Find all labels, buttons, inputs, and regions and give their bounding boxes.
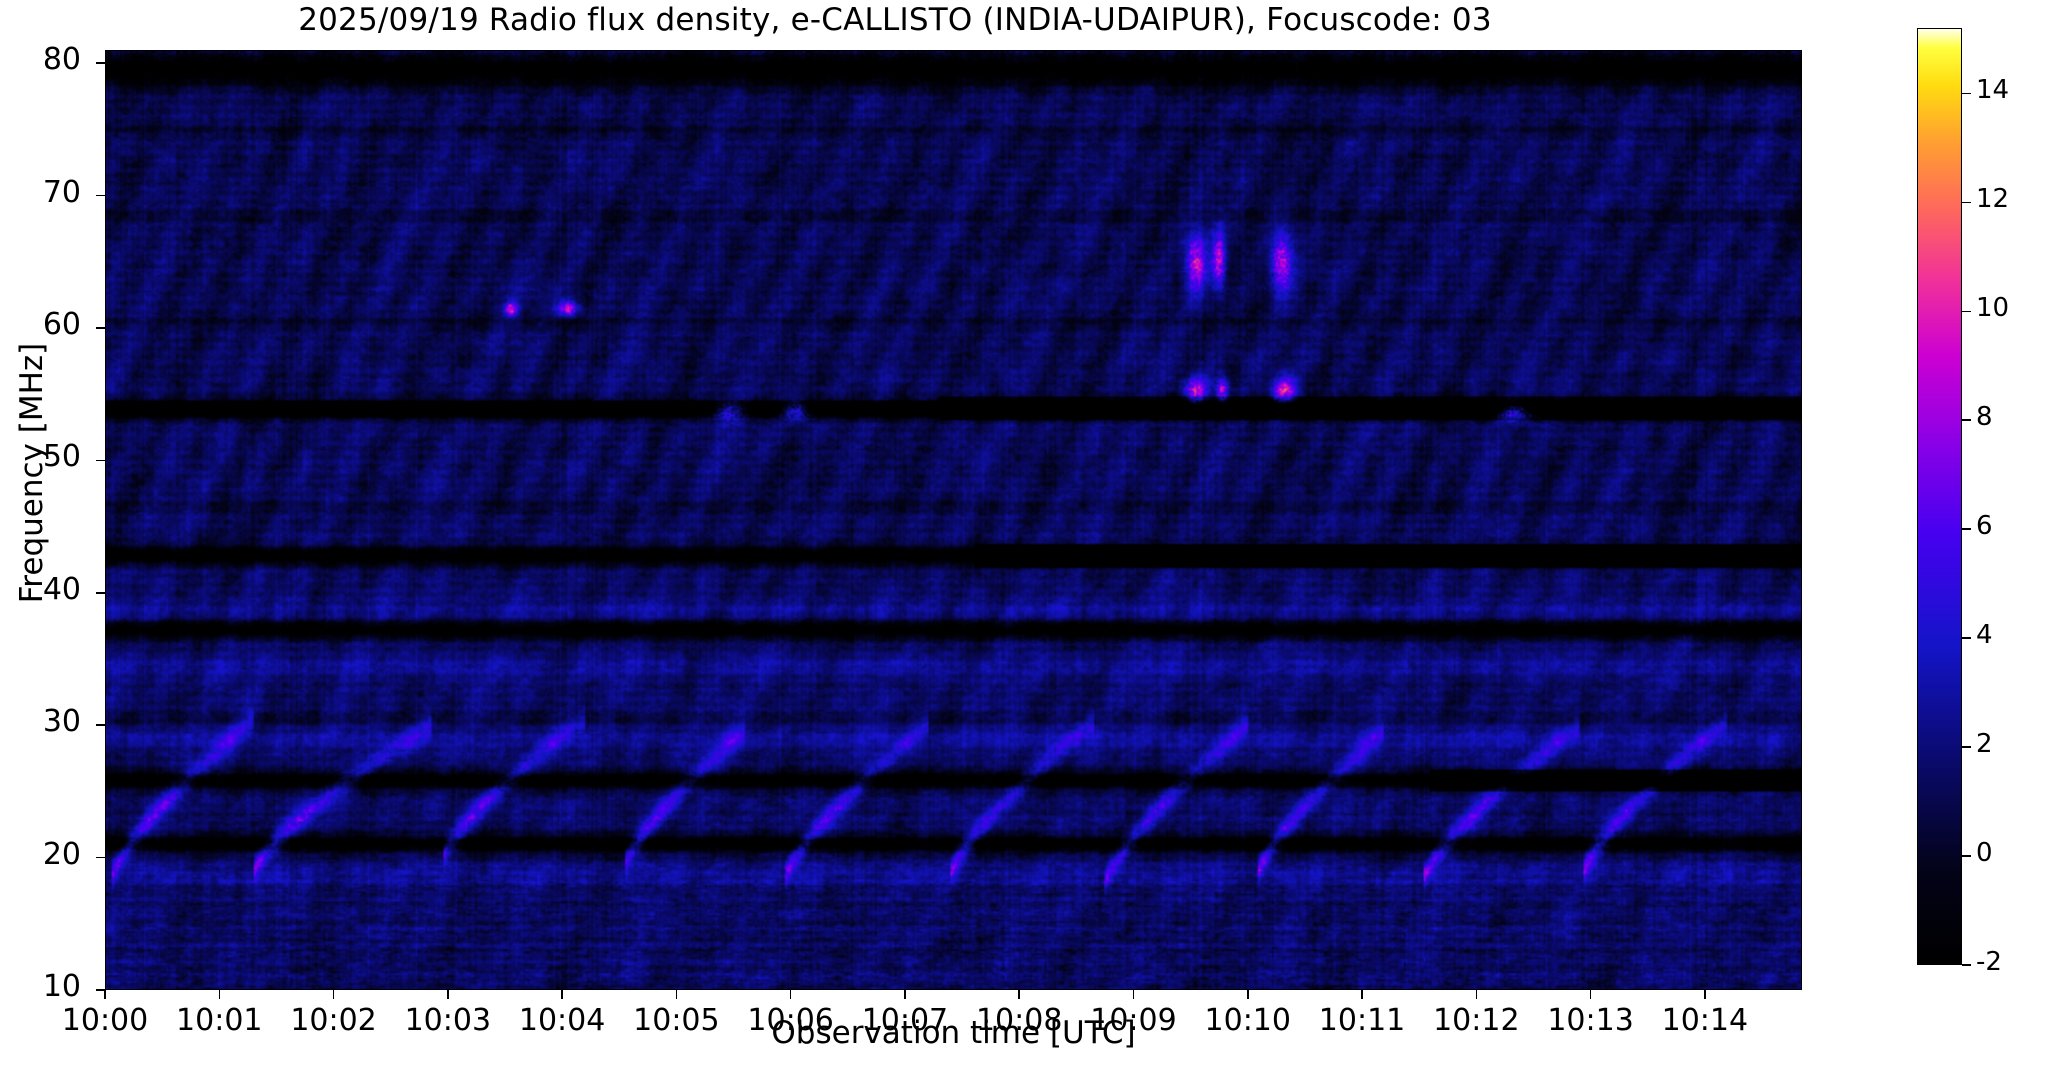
x-tick-label: 10:02 xyxy=(290,1003,377,1038)
colorbar-tick-label: 10 xyxy=(1976,293,2010,324)
page-title: 2025/09/19 Radio flux density, e-CALLIST… xyxy=(298,2,1492,38)
x-tick-mark xyxy=(218,990,221,999)
x-tick-mark xyxy=(561,990,563,999)
colorbar-tick-mark xyxy=(1962,964,1971,966)
spectrogram-plot-area xyxy=(105,50,1802,990)
x-tick-label: 10:09 xyxy=(1090,1003,1177,1038)
x-tick-mark xyxy=(447,990,449,999)
y-tick-mark xyxy=(96,459,105,462)
x-tick-label: 10:00 xyxy=(61,1003,149,1038)
x-tick-mark xyxy=(789,990,792,999)
y-axis-label: Frequency [MHz] xyxy=(14,342,50,604)
x-tick-mark xyxy=(104,990,106,999)
x-tick-mark xyxy=(1704,990,1706,999)
y-tick-label: 80 xyxy=(42,42,81,78)
y-tick-mark xyxy=(96,327,105,329)
y-tick-label: 70 xyxy=(42,174,81,210)
x-tick-mark xyxy=(1475,990,1478,999)
y-tick-label: 50 xyxy=(42,439,81,475)
y-tick-label: 10 xyxy=(42,969,81,1004)
x-tick-label: 10:01 xyxy=(176,1003,263,1038)
x-tick-mark xyxy=(1361,990,1363,999)
spectrogram-image xyxy=(106,51,1801,989)
y-tick-mark xyxy=(96,856,105,859)
colorbar-tick-label: 2 xyxy=(1976,729,1993,760)
x-tick-mark xyxy=(1589,990,1592,999)
x-tick-mark xyxy=(675,990,678,999)
x-tick-label: 10:03 xyxy=(404,1003,492,1038)
y-tick-mark xyxy=(96,989,105,991)
y-tick-label: 40 xyxy=(42,571,81,607)
x-tick-label: 10:05 xyxy=(633,1003,720,1038)
colorbar-tick-label: 0 xyxy=(1976,838,1993,869)
y-tick-label: 60 xyxy=(42,307,81,343)
x-tick-label: 10:14 xyxy=(1661,1003,1749,1038)
colorbar-tick-mark xyxy=(1962,637,1971,639)
y-tick-mark xyxy=(96,194,105,197)
x-tick-mark xyxy=(332,990,335,999)
x-tick-label: 10:11 xyxy=(1318,1003,1406,1038)
colorbar-tick-label: 6 xyxy=(1976,511,1993,542)
colorbar xyxy=(1917,28,1962,965)
y-tick-mark xyxy=(96,62,105,64)
x-tick-label: 10:10 xyxy=(1204,1003,1291,1038)
colorbar-tick-label: 4 xyxy=(1976,620,1993,651)
colorbar-tick-mark xyxy=(1962,92,1971,95)
colorbar-tick-mark xyxy=(1962,528,1971,530)
y-tick-mark xyxy=(96,724,105,726)
x-axis-label: Observation time [UTC] xyxy=(771,1015,1136,1051)
colorbar-tick-mark xyxy=(1962,201,1971,204)
y-tick-mark xyxy=(96,592,105,594)
colorbar-tick-label: 14 xyxy=(1976,75,2010,106)
colorbar-gradient xyxy=(1918,29,1961,964)
colorbar-tick-mark xyxy=(1962,746,1971,748)
colorbar-tick-mark xyxy=(1962,310,1971,313)
x-tick-label: 10:08 xyxy=(975,1003,1063,1038)
x-tick-mark xyxy=(1018,990,1020,999)
x-tick-mark xyxy=(1132,990,1135,999)
x-tick-label: 10:04 xyxy=(518,1003,606,1038)
x-tick-mark xyxy=(904,990,906,999)
colorbar-tick-mark xyxy=(1962,855,1971,857)
x-tick-label: 10:13 xyxy=(1547,1003,1634,1038)
x-tick-label: 10:12 xyxy=(1433,1003,1520,1038)
y-tick-label: 30 xyxy=(42,704,81,740)
colorbar-tick-label: 12 xyxy=(1976,184,2010,215)
colorbar-tick-label: -2 xyxy=(1976,947,2002,977)
x-tick-label: 10:06 xyxy=(747,1003,834,1038)
x-tick-mark xyxy=(1247,990,1249,999)
colorbar-tick-mark xyxy=(1962,419,1971,421)
y-tick-label: 20 xyxy=(42,836,81,872)
x-tick-label: 10:07 xyxy=(861,1003,949,1038)
colorbar-tick-label: 8 xyxy=(1976,402,1993,433)
